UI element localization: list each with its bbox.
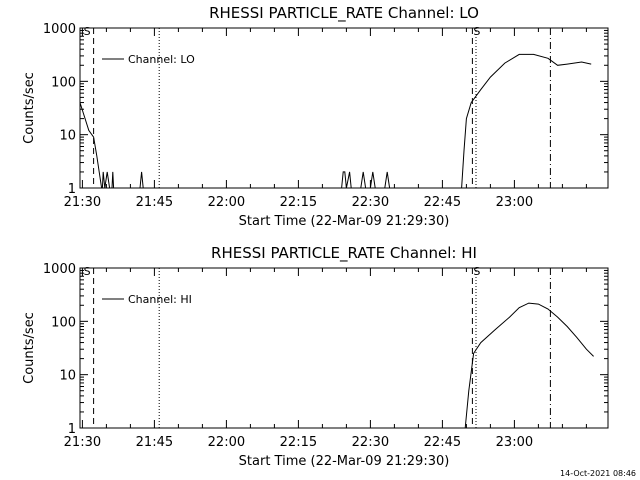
x-tick-label: 23:00 [496,435,533,450]
y-tick-label: 1000 [43,22,76,37]
chart-title: RHESSI PARTICLE_RATE Channel: HI [211,244,477,263]
date-stamp: 14-Oct-2021 08:46 [560,469,636,478]
x-tick-label: 22:45 [424,195,461,210]
x-tick-label: 22:45 [424,435,461,450]
x-axis-label: Start Time (22-Mar-09 21:29:30) [239,214,450,229]
y-tick-label: 100 [51,315,76,330]
x-tick-label: 22:30 [352,435,389,450]
y-tick-label: 100 [51,75,76,90]
x-tick-label: 23:00 [496,195,533,210]
annotation-label: S [473,25,480,38]
y-tick-label: 10 [59,369,76,384]
annotation-label: S [84,265,91,278]
annotation-label: S [473,265,480,278]
chart-panel-1: RHESSI PARTICLE_RATE Channel: LO 21:30 21:… [22,4,609,229]
y-tick-label: 10 [59,129,76,144]
x-tick-label: 21:45 [136,435,173,450]
x-tick-label: 22:00 [208,195,245,210]
y-tick-label: 1 [68,422,76,437]
x-tick-label: 22:15 [280,195,317,210]
x-tick-label: 22:15 [280,435,317,450]
plot-frame [79,27,609,189]
legend-label: Channel: HI [128,293,192,306]
legend-label: Channel: LO [128,53,195,66]
series-line [79,53,592,189]
series-line [464,302,594,429]
y-tick-label: 1000 [43,262,76,277]
x-tick-label: 21:30 [64,195,101,210]
x-tick-label: 22:30 [352,195,389,210]
annotation-label: S [84,25,91,38]
y-axis-label: Counts/sec [22,72,37,144]
x-tick-label: 22:00 [208,435,245,450]
x-tick-label: 21:30 [64,435,101,450]
y-tick-label: 1 [68,182,76,197]
plot-frame [79,267,609,429]
chart-panel-2: RHESSI PARTICLE_RATE Channel: HI 21:30 21:… [22,244,609,469]
x-axis-label: Start Time (22-Mar-09 21:29:30) [239,454,450,469]
x-tick-label: 21:45 [136,195,173,210]
y-axis-label: Counts/sec [22,312,37,384]
chart-title: RHESSI PARTICLE_RATE Channel: LO [209,4,479,23]
